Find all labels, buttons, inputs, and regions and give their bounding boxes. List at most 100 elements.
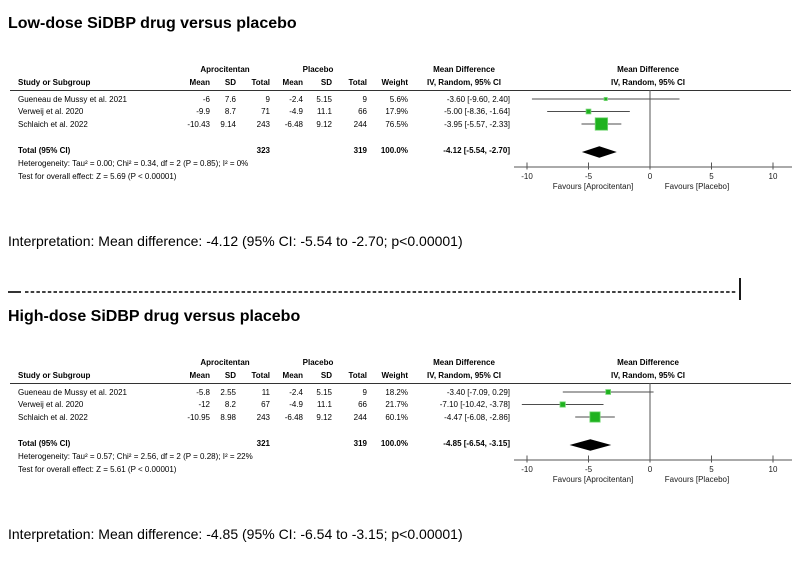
study-cell-weight: 21.7%	[385, 400, 408, 409]
column-header-weight: Weight	[381, 78, 408, 87]
study-marker	[585, 108, 592, 115]
total-treatment-n: 323	[256, 146, 270, 155]
study-marker	[605, 389, 612, 395]
section-divider	[8, 278, 741, 300]
study-ci-label: -5.00 [-8.36, -1.64]	[444, 107, 510, 116]
study-cell-total2: 9	[362, 94, 367, 104]
column-header-mean1: Mean	[189, 371, 210, 380]
study-ci-label: -7.10 [-10.42, -3.78]	[439, 400, 510, 409]
study-cell-total1: 71	[261, 107, 270, 116]
group-header-treatment: Aprocitentan	[200, 65, 250, 74]
study-cell-mean1: -10.95	[187, 412, 210, 422]
study-cell-mean2: -2.4	[289, 387, 303, 397]
study-cell-weight: 17.9%	[385, 107, 408, 116]
study-cell-weight: 60.1%	[385, 412, 408, 422]
study-cell-mean1: -5.8	[196, 387, 210, 397]
axis-tick-label: -10	[521, 465, 533, 474]
column-header-total1: Total	[251, 78, 270, 87]
column-header-total1: Total	[251, 371, 270, 380]
study-cell-mean2: -4.9	[289, 107, 303, 116]
study-cell-mean1: -9.9	[196, 107, 210, 116]
axis-tick-label: 5	[709, 172, 714, 181]
heterogeneity-text: Heterogeneity: Tau² = 0.00; Chi² = 0.34,…	[18, 158, 249, 168]
total-label: Total (95% CI)	[18, 439, 71, 448]
overall-effect-text: Test for overall effect: Z = 5.69 (P < 0…	[18, 171, 177, 181]
group-header-treatment: Aprocitentan	[200, 358, 250, 367]
study-cell-sd1: 2.55	[220, 387, 236, 397]
favours-right-label: Favours [Placebo]	[665, 475, 729, 484]
study-marker	[589, 411, 601, 423]
study-cell-weight: 5.6%	[389, 94, 408, 104]
favours-left-label: Favours [Aprocitentan]	[553, 475, 633, 484]
study-cell-total1: 11	[261, 387, 270, 397]
study-cell-total2: 9	[362, 387, 367, 397]
study-cell-mean1: -6	[202, 94, 210, 104]
study-cell-sd1: 7.6	[224, 94, 236, 104]
study-cell-mean2: -6.48	[284, 412, 303, 422]
column-header-total2: Total	[348, 78, 367, 87]
total-label: Total (95% CI)	[18, 146, 71, 155]
column-header-mean2: Mean	[282, 78, 303, 87]
axis-tick-label: 0	[648, 465, 653, 474]
axis-tick-label: 5	[709, 465, 714, 474]
study-ci-label: -4.47 [-6.08, -2.86]	[444, 412, 510, 422]
study-cell-mean1: -10.43	[187, 119, 210, 129]
study-cell-sd2: 9.12	[316, 412, 332, 422]
study-cell-total2: 244	[353, 412, 367, 422]
study-ci-label: -3.95 [-5.57, -2.33]	[444, 119, 510, 129]
study-cell-weight: 76.5%	[385, 119, 408, 129]
study-cell-total2: 66	[358, 107, 367, 116]
study-name: Verweij et al. 2020	[18, 400, 84, 409]
column-header-study: Study or Subgroup	[18, 371, 91, 380]
column-header-sd1: SD	[224, 78, 236, 87]
study-cell-total2: 66	[358, 400, 367, 409]
summary-diamond	[581, 146, 617, 158]
study-cell-total2: 244	[353, 119, 367, 129]
section-title-high-dose: High-dose SiDBP drug versus placebo	[8, 308, 301, 325]
total-ci-label: -4.85 [-6.54, -3.15]	[443, 439, 510, 448]
effect-header-text: Mean Difference	[433, 357, 495, 367]
column-header-weight: Weight	[381, 371, 408, 380]
effect-header-plot: Mean Difference	[617, 357, 679, 367]
study-cell-sd2: 5.15	[316, 387, 332, 397]
interpretation-high-dose: Interpretation: Mean difference: -4.85 (…	[8, 526, 463, 542]
effect-header-text: Mean Difference	[433, 64, 495, 74]
study-cell-sd1: 9.14	[220, 119, 236, 129]
study-cell-weight: 18.2%	[385, 387, 408, 397]
method-header-text: IV, Random, 95% CI	[427, 77, 501, 87]
summary-diamond	[569, 439, 612, 451]
column-header-total2: Total	[348, 371, 367, 380]
study-name: Gueneau de Mussy et al. 2021	[18, 387, 127, 397]
study-cell-sd1: 8.98	[220, 412, 236, 422]
study-ci-label: -3.40 [-7.09, 0.29]	[446, 387, 510, 397]
study-name: Schlaich et al. 2022	[18, 119, 88, 129]
group-header-control: Placebo	[302, 358, 334, 367]
study-cell-total1: 67	[261, 400, 270, 409]
column-header-sd2: SD	[320, 371, 332, 380]
table-header-rule	[10, 383, 791, 384]
total-weight: 100.0%	[380, 146, 408, 155]
study-cell-total1: 243	[256, 412, 270, 422]
study-cell-total1: 9	[265, 94, 270, 104]
study-name: Schlaich et al. 2022	[18, 412, 88, 422]
method-header-plot: IV, Random, 95% CI	[611, 77, 685, 87]
table-header-rule	[10, 90, 791, 91]
study-name: Gueneau de Mussy et al. 2021	[18, 94, 127, 104]
study-cell-sd2: 11.1	[317, 400, 332, 409]
group-header-control: Placebo	[302, 65, 334, 74]
column-header-study: Study or Subgroup	[18, 78, 91, 87]
study-cell-mean1: -12	[198, 400, 210, 409]
study-marker	[594, 117, 609, 131]
axis-tick-label: -10	[521, 172, 533, 181]
effect-header-plot: Mean Difference	[617, 64, 679, 74]
study-name: Verweij et al. 2020	[18, 107, 84, 116]
method-header-text: IV, Random, 95% CI	[427, 370, 501, 380]
study-cell-sd1: 8.2	[224, 400, 236, 409]
axis-tick-label: -5	[585, 172, 593, 181]
interpretation-low-dose: Interpretation: Mean difference: -4.12 (…	[8, 233, 463, 249]
axis-tick-label: 10	[769, 465, 778, 474]
overall-effect-text: Test for overall effect: Z = 5.61 (P < 0…	[18, 464, 177, 474]
